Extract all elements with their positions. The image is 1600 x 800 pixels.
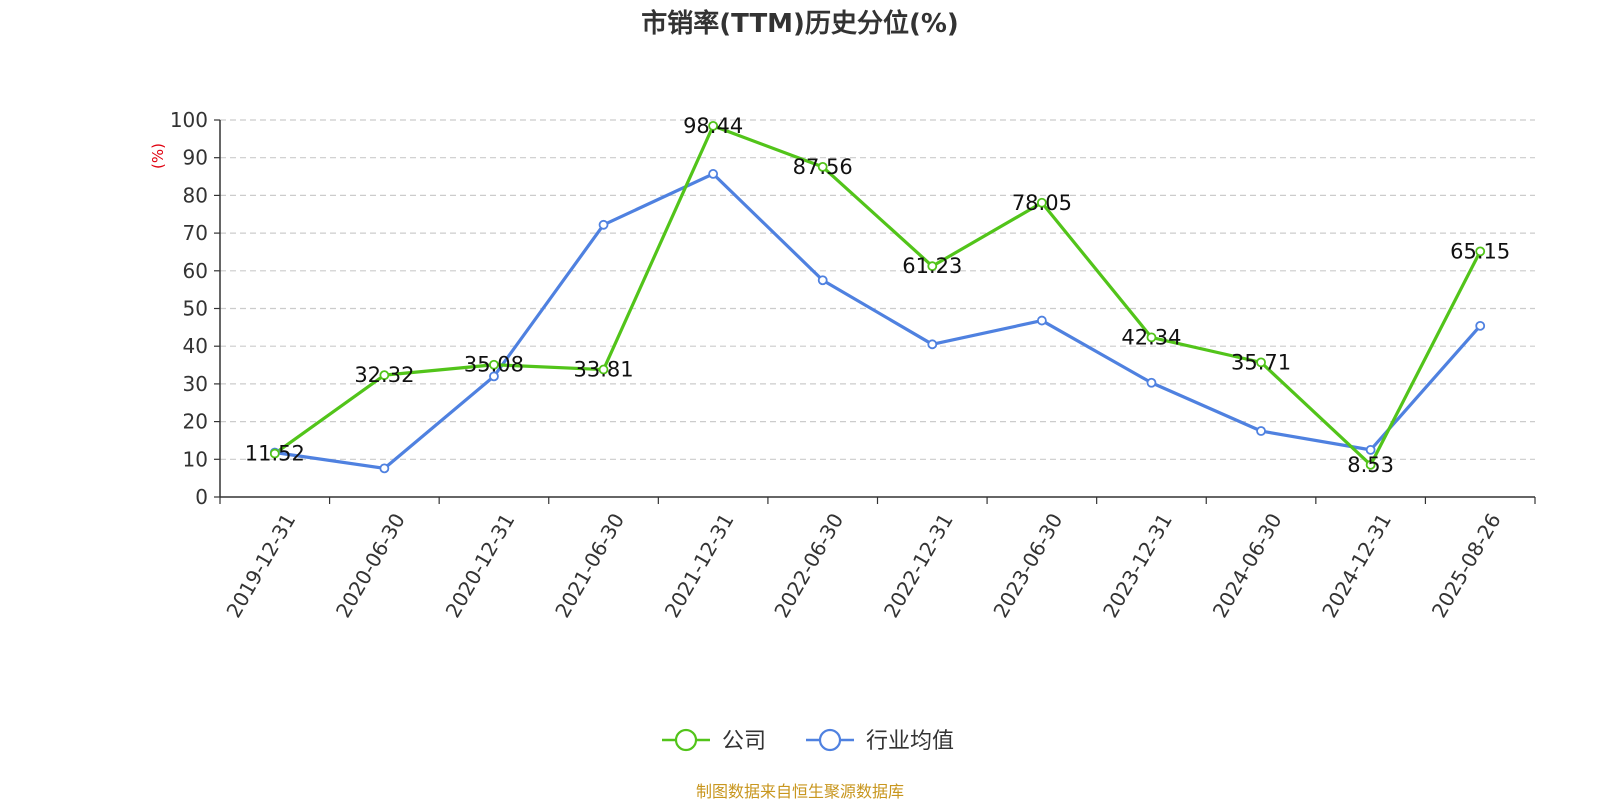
data-point	[598, 219, 609, 230]
data-point	[708, 120, 719, 131]
grid-lines	[220, 119, 1535, 460]
data-point	[1036, 197, 1047, 208]
data-point	[1256, 426, 1266, 436]
data-point	[1475, 320, 1486, 331]
x-tick-label: 2022-06-30	[769, 509, 848, 622]
data-label: 8.53	[1347, 453, 1394, 477]
x-tick-label: 2021-06-30	[550, 509, 629, 622]
y-tick-label: 80	[183, 183, 208, 207]
series-line	[273, 124, 1482, 467]
x-tick-label: 2021-12-31	[660, 509, 739, 622]
y-tick-label: 90	[183, 146, 208, 170]
data-point	[1256, 357, 1266, 368]
x-tick-label: 2019-12-31	[221, 509, 300, 622]
y-tick-label: 20	[183, 410, 208, 434]
x-tick-label: 2020-06-30	[331, 509, 410, 622]
data-point	[489, 371, 499, 382]
legend-label: 行业均值	[866, 729, 954, 754]
x-tick-label: 2023-12-31	[1098, 509, 1177, 622]
data-point	[1036, 315, 1047, 326]
data-point	[489, 359, 499, 370]
data-point	[598, 364, 609, 375]
data-label: 98.44	[683, 114, 743, 138]
data-label: 35.71	[1231, 350, 1291, 374]
series-line	[274, 172, 1482, 470]
y-tick-label: 60	[183, 259, 208, 283]
x-tick-label: 2024-12-31	[1317, 509, 1396, 622]
data-label: 42.34	[1121, 325, 1181, 349]
data-point	[1365, 444, 1376, 455]
data-point	[1146, 377, 1157, 388]
data-label: 87.56	[793, 155, 853, 179]
data-point	[1365, 459, 1376, 470]
x-tick-label: 2020-12-31	[441, 509, 520, 622]
data-label: 61.23	[902, 254, 962, 278]
legend: 公司 行业均值	[662, 728, 954, 754]
legend-marker	[674, 728, 698, 752]
data-point	[708, 169, 719, 179]
data-point	[269, 448, 280, 459]
data-label: 65.15	[1450, 239, 1510, 263]
data-label: 33.81	[573, 358, 633, 382]
data-label: 32.32	[354, 363, 414, 387]
y-tick-label: 100	[170, 108, 208, 132]
source-note: 制图数据来自恒生聚源数据库	[696, 782, 904, 800]
y-tick-label: 10	[183, 447, 208, 471]
x-tick-label: 2024-06-30	[1208, 509, 1287, 622]
data-point	[1475, 246, 1486, 257]
data-label: 78.05	[1012, 191, 1072, 215]
data-point	[817, 275, 828, 286]
data-point	[379, 370, 390, 381]
chart-title: 市销率(TTM)历史分位(%)	[641, 8, 959, 39]
data-label: 11.52	[245, 442, 305, 466]
series-layer	[269, 120, 1486, 474]
legend-label: 公司	[722, 729, 766, 754]
data-point	[379, 463, 390, 474]
y-tick-label: 30	[183, 372, 208, 396]
x-tick-label: 2023-06-30	[988, 509, 1067, 622]
x-tick-label: 2022-12-31	[879, 509, 958, 622]
y-axis-label: (%)	[149, 143, 167, 169]
y-tick-label: 50	[183, 297, 208, 321]
x-tick-label: 2025-08-26	[1427, 509, 1506, 622]
data-point	[927, 261, 938, 272]
data-labels: 11.52 32.32 35.08 33.81 98.44 87.56 61.23 78.05…	[245, 114, 1511, 477]
data-label: 35.08	[464, 353, 524, 377]
legend-marker	[818, 728, 842, 752]
y-tick-label: 40	[183, 334, 208, 358]
data-point	[1146, 332, 1157, 343]
data-point	[927, 339, 938, 350]
data-point	[817, 161, 828, 172]
y-tick-label: 70	[183, 221, 208, 245]
y-tick-label: 0	[195, 485, 208, 509]
